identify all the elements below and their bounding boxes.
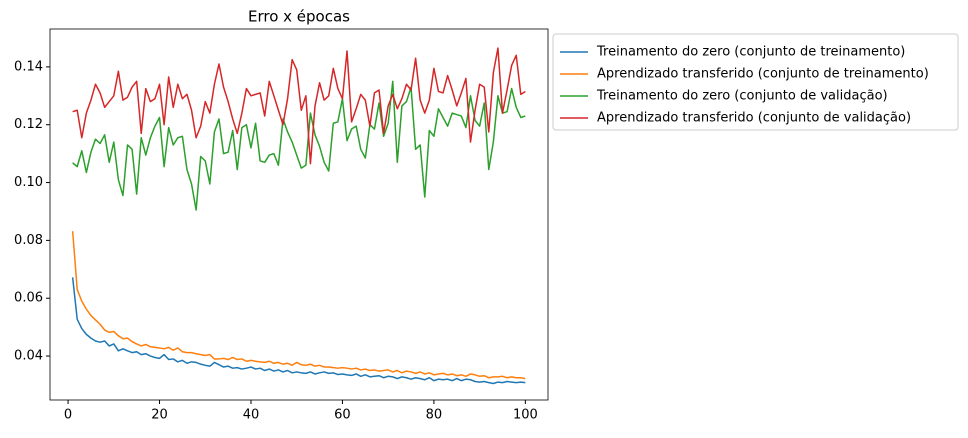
axes-frame [49, 28, 549, 401]
legend-box [552, 33, 959, 131]
legend-label: Treinamento do zero (conjunto de validaç… [596, 89, 888, 104]
y-tick-label: 0.10 [14, 175, 43, 190]
x-tick-label: 100 [513, 408, 538, 423]
y-tick-label: 0.12 [14, 117, 43, 132]
x-tick-label: 40 [243, 408, 260, 423]
chart-title: Erro x épocas [248, 8, 350, 26]
series-line [71, 231, 526, 380]
x-tick-label: 60 [334, 408, 351, 423]
x-tick-label: 0 [64, 408, 72, 423]
y-tick-label: 0.14 [14, 59, 43, 74]
legend-label: Treinamento do zero (conjunto de treinam… [596, 45, 905, 60]
y-tick-label: 0.04 [14, 349, 43, 364]
x-tick-label: 20 [151, 408, 168, 423]
x-tick-label: 80 [426, 408, 443, 423]
series-line [72, 47, 526, 165]
series-line [72, 80, 526, 211]
legend-label: Aprendizado transferido (conjunto de tre… [597, 67, 929, 82]
y-tick-label: 0.06 [14, 291, 43, 306]
legend-label: Aprendizado transferido (conjunto de val… [597, 111, 911, 126]
y-tick-label: 0.08 [14, 233, 43, 248]
series-line [71, 277, 526, 385]
